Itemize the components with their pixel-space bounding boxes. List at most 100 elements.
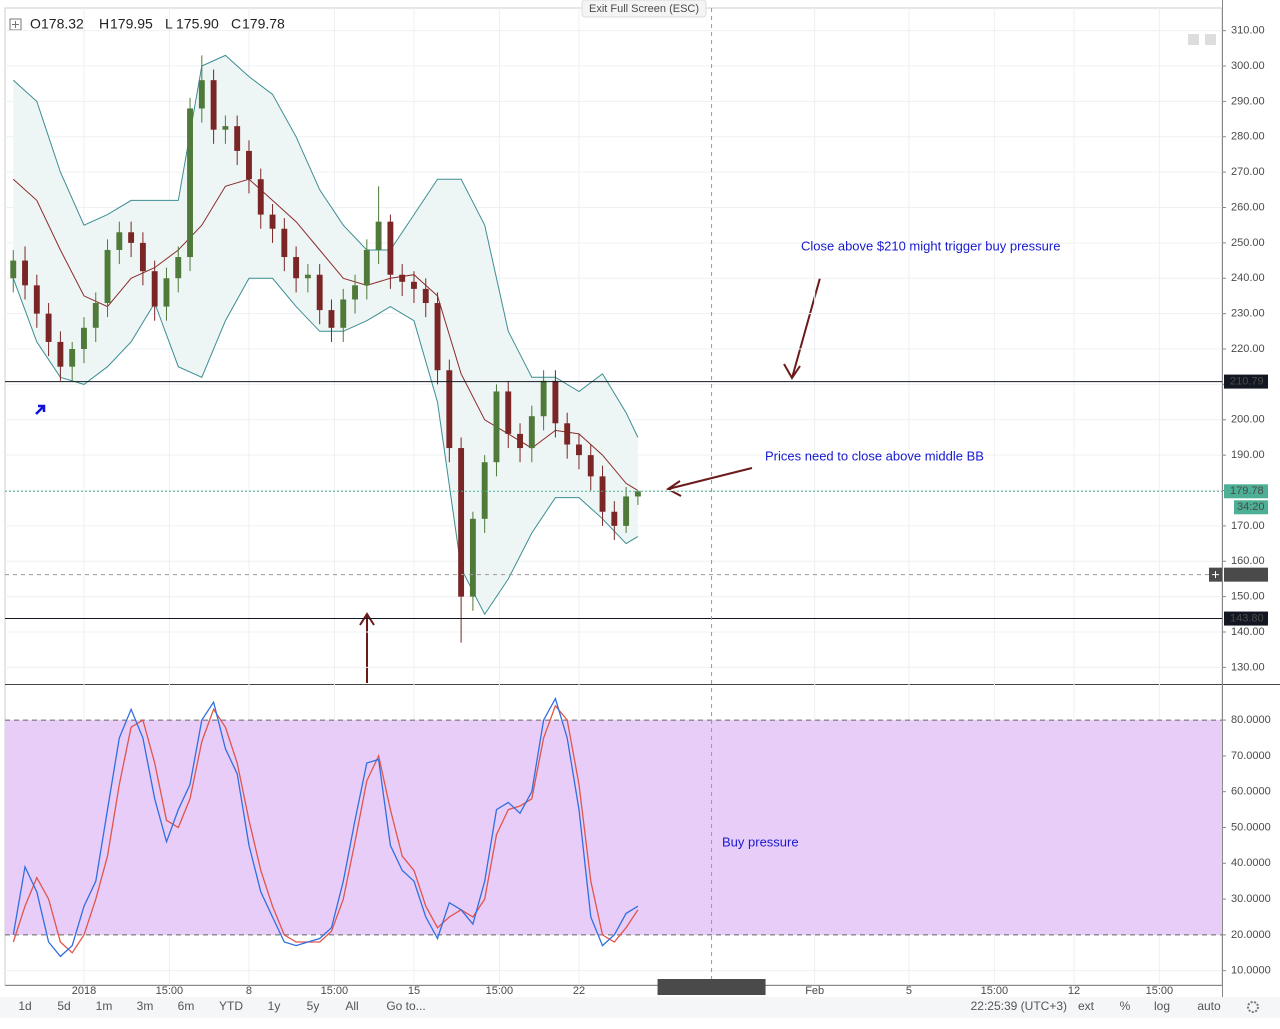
candle-body: [104, 249, 111, 304]
candle-body: [33, 285, 40, 314]
toolbar: [0, 997, 1280, 1018]
option-button[interactable]: auto: [1197, 999, 1221, 1013]
collapse-icon[interactable]: [9, 18, 22, 31]
range-button[interactable]: YTD: [219, 999, 243, 1013]
candle-body: [458, 448, 465, 597]
y-tick-label: 280.00: [1231, 131, 1265, 143]
pane-button[interactable]: [1188, 34, 1199, 45]
candle-body: [599, 476, 606, 512]
candle-body: [187, 108, 193, 258]
candle-body: [163, 278, 170, 307]
candle-body: [587, 455, 594, 477]
candle-body: [92, 303, 99, 328]
candle-body: [634, 491, 641, 497]
annotation: Buy pressure: [722, 834, 799, 849]
annotation: Prices need to close above middle BB: [765, 448, 984, 463]
range-button[interactable]: 1y: [268, 999, 281, 1013]
price-label-box: [1224, 484, 1268, 499]
range-button[interactable]: 5y: [307, 999, 320, 1013]
candle-body: [22, 260, 28, 286]
candle-body: [139, 242, 146, 272]
range-button[interactable]: All: [345, 999, 358, 1013]
candle-body: [69, 349, 76, 367]
candle-body: [151, 271, 158, 307]
candle-body: [493, 391, 500, 463]
y-tick-label: 250.00: [1231, 237, 1265, 249]
candle-body: [576, 444, 582, 456]
exit-fullscreen-label[interactable]: Exit Full Screen (ESC): [589, 3, 699, 15]
y-tick-label: 140.00: [1231, 626, 1265, 638]
range-button[interactable]: Go to...: [386, 999, 425, 1013]
candle-body: [446, 370, 453, 449]
candle-body: [10, 260, 17, 279]
middle-band: [12, 178, 639, 491]
settings-button[interactable]: [1247, 1001, 1259, 1013]
candle-body: [540, 380, 547, 417]
x-tick-label: 15: [408, 985, 420, 997]
x-tick-label: 12: [1068, 985, 1080, 997]
candle-body: [281, 228, 288, 258]
x-tick-label: Feb: [805, 985, 824, 997]
candle-body: [434, 303, 441, 371]
range-button[interactable]: 1m: [96, 999, 113, 1013]
candle-body: [293, 257, 300, 279]
candle-body: [422, 288, 429, 304]
y-tick-label: 260.00: [1231, 201, 1265, 213]
range-button[interactable]: 6m: [178, 999, 195, 1013]
x-tick-label: 22: [573, 985, 585, 997]
range-button[interactable]: 5d: [57, 999, 70, 1013]
candle-body: [328, 310, 335, 328]
candle-body: [128, 232, 135, 243]
candle-body: [257, 179, 264, 215]
option-button[interactable]: %: [1120, 999, 1131, 1013]
stoch-line: [12, 704, 639, 954]
candle-body: [623, 496, 630, 526]
range-button[interactable]: 3m: [137, 999, 154, 1013]
crosshair-price-box: [1224, 567, 1268, 582]
x-tick-label: 15:00: [981, 985, 1009, 997]
x-tick-label: 15:00: [1146, 985, 1174, 997]
y-tick-label: 170.00: [1231, 520, 1265, 532]
legend-value: 179.95: [110, 16, 153, 32]
arrow: [783, 277, 821, 380]
y-tick-label: 50.0000: [1231, 821, 1271, 833]
y-tick-label: 190.00: [1231, 449, 1265, 461]
annotation: Close above $210 might trigger buy press…: [801, 238, 1060, 253]
pane-button[interactable]: [1205, 34, 1216, 45]
range-button[interactable]: 1d: [18, 999, 31, 1013]
price-label-box: [1224, 611, 1268, 626]
legend-key: C: [231, 16, 241, 32]
option-button[interactable]: log: [1154, 999, 1170, 1013]
price-label: 210.79: [1230, 375, 1264, 387]
band-fill: [5, 720, 1222, 935]
price-label: 143.80: [1230, 612, 1264, 624]
legend-key: O: [30, 16, 41, 32]
exit-fullscreen[interactable]: [581, 0, 707, 18]
y-tick-label: 70.0000: [1231, 750, 1271, 762]
y-tick-label: 60.0000: [1231, 786, 1271, 798]
stoch-line: [12, 696, 639, 958]
option-button[interactable]: ext: [1078, 999, 1095, 1013]
arrow: [666, 467, 753, 497]
x-tick-label: 15:00: [321, 985, 349, 997]
y-tick-label: 30.0000: [1231, 893, 1271, 905]
candle-body: [246, 150, 252, 180]
candle-body: [352, 285, 358, 300]
y-tick-label: 300.00: [1231, 60, 1265, 72]
y-tick-label: 290.00: [1231, 95, 1265, 107]
candle-body: [375, 221, 382, 250]
candle-body: [363, 249, 370, 286]
candle-body: [210, 80, 217, 130]
candle-body: [528, 416, 535, 449]
x-tick-label: 5: [906, 985, 912, 997]
y-tick-label: 310.00: [1231, 25, 1265, 37]
arrow: [359, 612, 375, 683]
price-label: 179.78: [1230, 485, 1264, 497]
candle-body: [517, 433, 523, 449]
candle-body: [222, 126, 229, 130]
y-tick-label: 150.00: [1231, 591, 1265, 603]
candle-body: [116, 232, 123, 250]
candle-body: [81, 327, 87, 350]
